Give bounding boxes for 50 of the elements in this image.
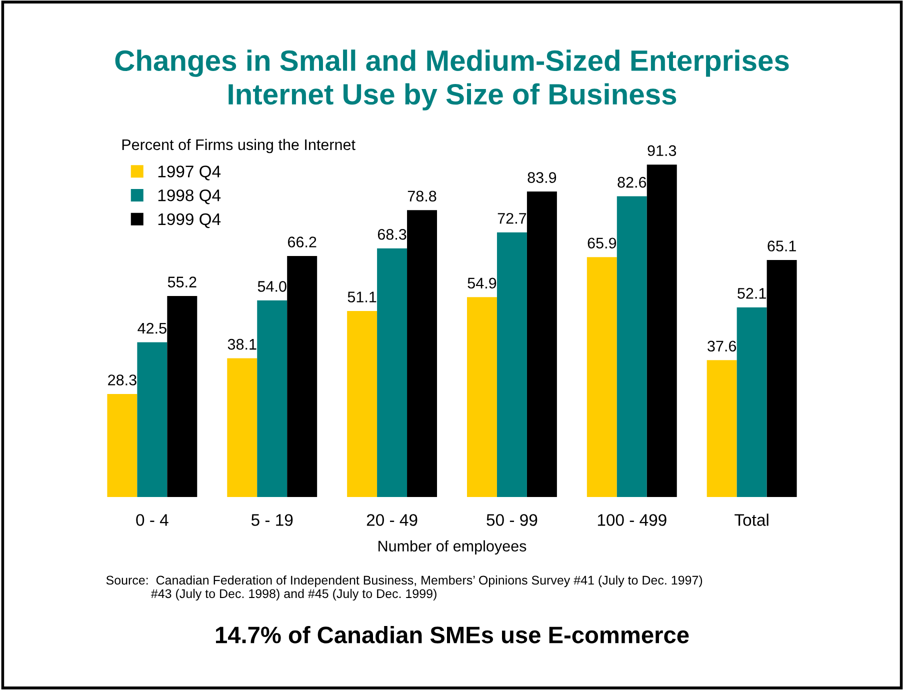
data-label: 65.9 xyxy=(588,238,616,249)
source-note: Source: Canadian Federation of Independent Business, Members’ Opinions Survey #41 (July to Dec. 1997) #43 (July to Dec. 1998) and #45 (July to Dec. 1999) xyxy=(106,575,702,601)
data-label: 54.0 xyxy=(258,281,286,292)
data-label: 78.8 xyxy=(408,190,436,202)
bar xyxy=(466,297,497,497)
legend-label: 1999 Q4 xyxy=(158,213,221,228)
data-label: 83.9 xyxy=(528,172,556,183)
legend-label: 1998 Q4 xyxy=(158,189,221,204)
data-label: 65.1 xyxy=(768,240,796,252)
bar xyxy=(586,257,617,497)
bar xyxy=(137,342,168,497)
data-label: 55.2 xyxy=(168,276,196,288)
data-label: 52.1 xyxy=(738,288,766,299)
bar xyxy=(616,196,647,497)
data-label: 37.6 xyxy=(708,340,736,352)
data-label: 42.5 xyxy=(138,322,166,334)
bar xyxy=(526,192,557,497)
bar xyxy=(167,296,198,497)
x-tick-label: 100 - 499 xyxy=(598,514,666,526)
bar xyxy=(377,248,408,497)
chart-title: Changes in Small and Medium-Sized Enterprises Internet Use by Size of Business xyxy=(115,50,789,110)
bar xyxy=(407,210,438,497)
x-tick-label: Total xyxy=(734,514,768,526)
legend-label: 1997 Q4 xyxy=(158,166,221,180)
data-label: 54.9 xyxy=(468,278,496,289)
x-axis-title: Number of employees xyxy=(378,540,526,555)
bar xyxy=(646,164,677,497)
bar xyxy=(287,256,318,497)
bar xyxy=(736,307,767,497)
text: 14.7% of Canadian SMEs use E-commerce xyxy=(216,626,689,644)
x-tick-label: 5 - 19 xyxy=(251,514,293,526)
data-label: 82.6 xyxy=(618,176,646,188)
x-tick-label: 50 - 99 xyxy=(486,514,538,526)
bar xyxy=(107,394,138,497)
bar xyxy=(257,300,288,497)
data-label: 68.3 xyxy=(378,228,406,240)
data-label: 28.3 xyxy=(108,374,136,386)
data-label: 66.2 xyxy=(288,236,316,248)
bar xyxy=(227,358,258,497)
bar xyxy=(706,360,737,497)
data-label: 51.1 xyxy=(348,292,376,302)
x-tick-label: 0 - 4 xyxy=(136,514,168,526)
y-axis-title: Percent of Firms using the Internet xyxy=(122,138,356,154)
data-label: 72.7 xyxy=(498,212,526,224)
data-label: 91.3 xyxy=(648,145,676,156)
data-label: 38.1 xyxy=(228,338,256,350)
bar xyxy=(347,310,378,497)
x-tick-label: 20 - 49 xyxy=(366,514,418,526)
bar xyxy=(496,232,527,497)
bar xyxy=(766,260,797,497)
